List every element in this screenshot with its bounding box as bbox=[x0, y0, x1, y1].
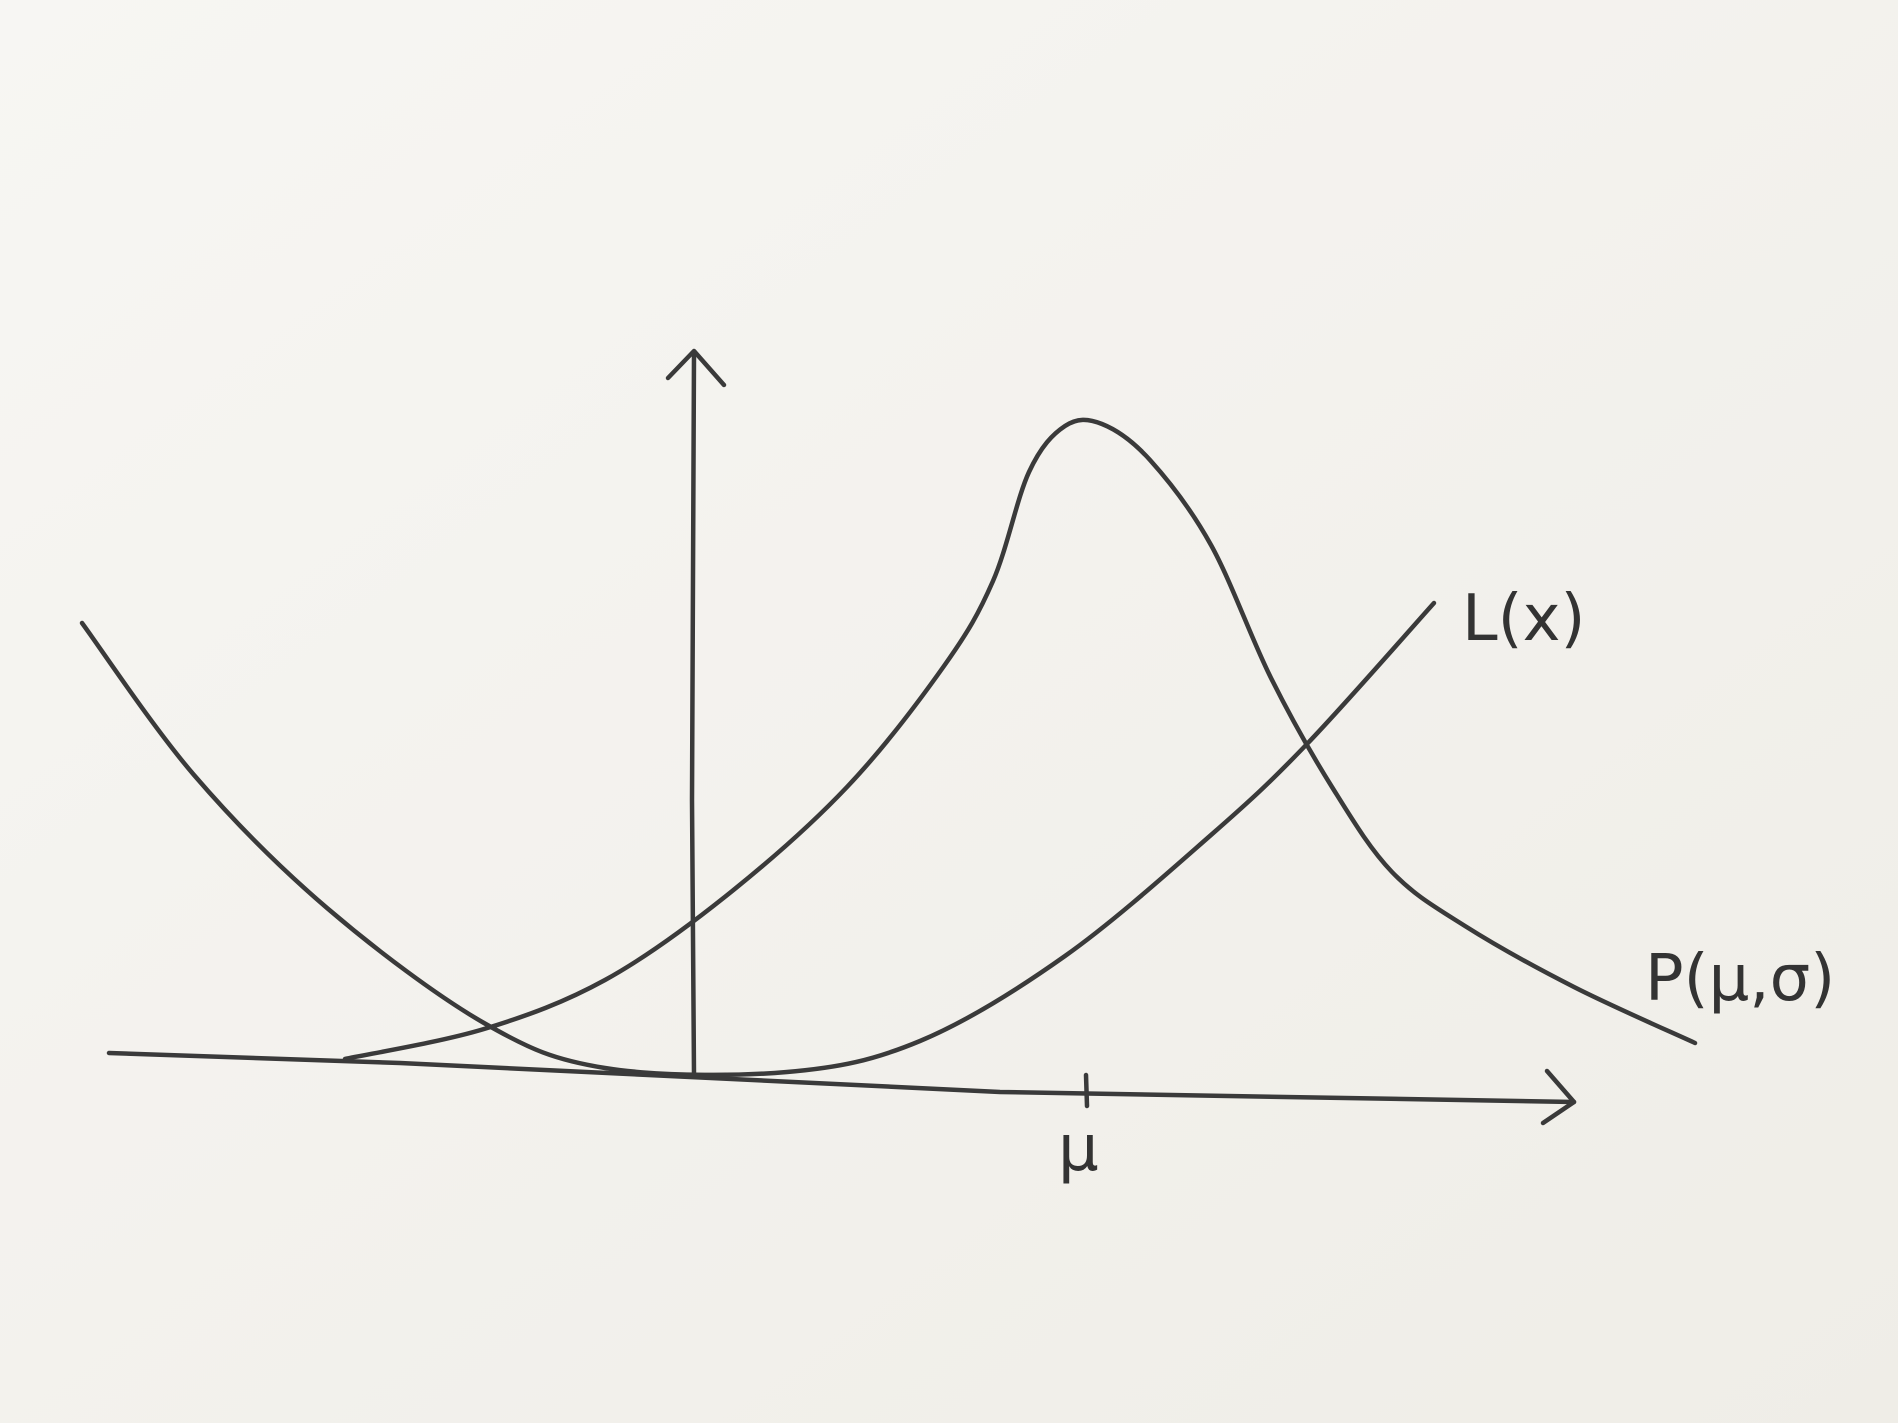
mean-label: μ bbox=[1058, 1112, 1099, 1186]
loss-curve-l-of-x bbox=[79, 600, 1437, 1078]
y-axis-arrowhead bbox=[665, 348, 727, 388]
y-axis bbox=[689, 350, 697, 1078]
loss-curve-label: L(x) bbox=[1462, 582, 1585, 656]
distribution-curve-p bbox=[342, 417, 1698, 1062]
x-axis-arrowhead bbox=[1540, 1068, 1577, 1126]
distribution-curve-label: P(μ,σ) bbox=[1645, 942, 1835, 1016]
x-axis bbox=[106, 1050, 1577, 1105]
mean-tick bbox=[1083, 1072, 1090, 1109]
